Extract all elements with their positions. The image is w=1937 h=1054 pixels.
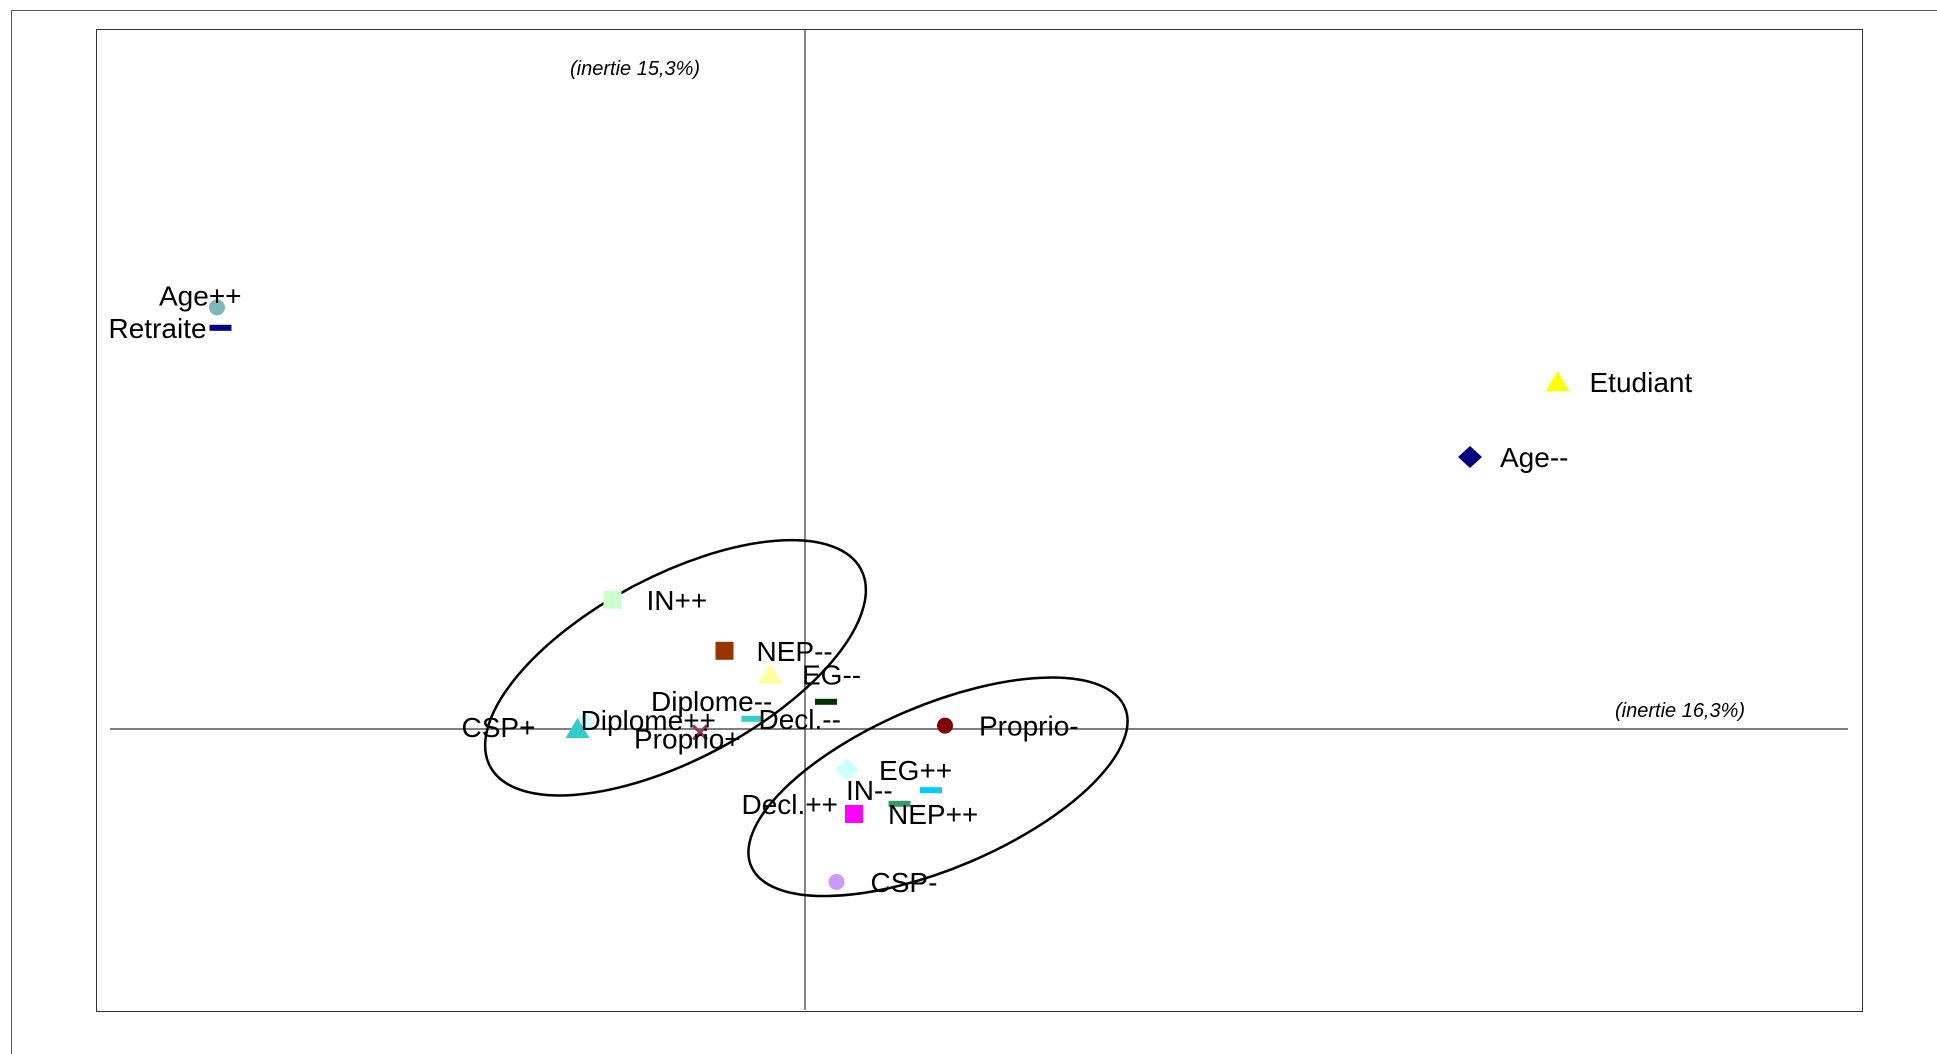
point-diplomeplusplus-label: Diplome++ <box>581 705 716 736</box>
markers <box>209 299 1570 890</box>
point-retraite-marker <box>209 324 232 331</box>
point-inplusplus-label: IN++ <box>647 585 708 616</box>
point-ageplusplus-label: Age++ <box>159 280 242 311</box>
point-retraite-label: Retraite <box>109 313 207 344</box>
point-ageminusminus-label: Age-- <box>1500 442 1568 473</box>
plot-area <box>96 29 1863 1012</box>
point-declplusplus-marker <box>888 800 911 807</box>
point-etudiant-label: Etudiant <box>1590 367 1693 398</box>
chart-frame <box>11 10 1937 1054</box>
point-ageminusminus-marker <box>1458 446 1482 468</box>
point-declminusminus-marker <box>741 715 764 722</box>
x-axis-inertia-label: (inertie 16,3%) <box>1615 700 1745 722</box>
point-inminusminus-label: IN-- <box>846 775 893 806</box>
point-cspplus-marker <box>565 718 590 738</box>
point-declplusplus-label: Decl.++ <box>742 789 839 820</box>
point-propriominus-label: Proprio- <box>979 711 1079 742</box>
point-diplomeminusminus-label: Diplome-- <box>651 686 772 717</box>
point-declminusminus-label: Decl.-- <box>759 704 841 735</box>
point-inplusplus-marker <box>603 590 622 609</box>
point-egminusminus-marker <box>758 663 782 684</box>
group-ellipse-1 <box>483 538 868 797</box>
labels: Age++Retraite Etudiant Age-- IN++ NEP--EG-- D… <box>109 280 1693 898</box>
point-nepminusminus-marker <box>715 641 734 660</box>
point-cspplus-label: CSP+ <box>462 712 536 743</box>
group-ellipse-2 <box>747 676 1129 898</box>
point-nepplusplus-label: NEP++ <box>888 799 978 830</box>
point-egminusminus-label: EG-- <box>802 660 861 691</box>
point-ageplusplus-marker <box>209 299 225 316</box>
point-nepminusminus-label: NEP-- <box>757 636 833 667</box>
point-proprioplus-marker <box>691 724 709 741</box>
point-proprioplus-cross-b <box>691 724 709 741</box>
point-diplomeminusminus-marker <box>815 698 837 705</box>
y-axis-inertia-label: (inertie 15,3%) <box>570 58 700 80</box>
point-cspminus-marker <box>828 874 845 890</box>
point-egplusplus-label: EG++ <box>879 755 952 786</box>
point-inminusminus-marker <box>920 787 942 794</box>
ellipses <box>483 538 1129 898</box>
point-cspminus-label: CSP- <box>871 867 938 898</box>
point-etudiant-marker <box>1545 371 1570 392</box>
axes <box>110 30 1848 1010</box>
point-propriominus-marker <box>937 717 953 734</box>
point-egplusplus-marker <box>835 758 859 781</box>
point-nepplusplus-marker <box>845 805 863 823</box>
point-proprioplus-label: Proprio+ <box>634 723 741 754</box>
